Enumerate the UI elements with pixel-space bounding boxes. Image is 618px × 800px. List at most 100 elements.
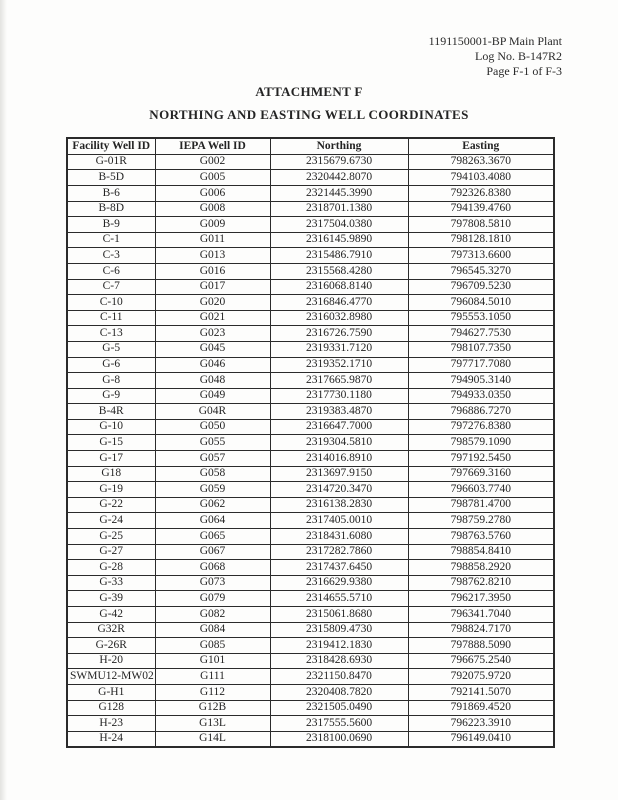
page-number-line: Page F-1 of F-3 xyxy=(486,64,562,78)
cell-northing: 2319383.4870 xyxy=(269,403,409,420)
cell-northing: 2316032.8980 xyxy=(269,309,409,327)
cell-facility-well-id: G-27 xyxy=(66,543,156,561)
table-row: G-15 G055 2319304.5810 798579.1090 xyxy=(66,434,555,452)
cell-northing: 2315568.4280 xyxy=(269,262,409,280)
cell-easting: 798759.2780 xyxy=(407,512,555,530)
table-row: G-24 G064 2317405.0010 798759.2780 xyxy=(66,512,555,530)
cell-facility-well-id: G-19 xyxy=(66,481,156,498)
cell-facility-well-id: C-1 xyxy=(66,231,156,249)
table-row: B-4R G04R 2319383.4870 796886.7270 xyxy=(66,403,555,420)
cell-iepa-well-id: G011 xyxy=(154,231,271,249)
cell-iepa-well-id: G045 xyxy=(154,340,271,358)
document-header: 1191150001-BP Main Plant Log No. B-147R2… xyxy=(429,34,562,79)
cell-northing: 2316145.9890 xyxy=(269,231,409,249)
document-id-line: 1191150001-BP Main Plant xyxy=(428,34,562,48)
cell-northing: 2316138.2830 xyxy=(269,496,409,514)
cell-iepa-well-id: G017 xyxy=(154,278,271,296)
cell-easting: 797192.5450 xyxy=(407,450,555,467)
table-row: C-10 G020 2316846.4770 796084.5010 xyxy=(66,294,555,311)
cell-facility-well-id: C-6 xyxy=(66,262,156,280)
cell-iepa-well-id: G12B xyxy=(154,699,271,717)
cell-iepa-well-id: G005 xyxy=(154,169,271,186)
cell-northing: 2318428.6930 xyxy=(269,652,409,670)
cell-facility-well-id: G-42 xyxy=(66,606,156,623)
cell-northing: 2316647.7000 xyxy=(269,418,409,436)
table-row: G-19 G059 2314720.3470 796603.7740 xyxy=(66,481,555,498)
attachment-title: ATTACHMENT F xyxy=(255,84,363,99)
cell-easting: 796603.7740 xyxy=(407,481,555,498)
cell-northing: 2317282.7860 xyxy=(269,543,409,561)
cell-iepa-well-id: G059 xyxy=(154,481,271,498)
cell-northing: 2314655.5710 xyxy=(269,590,409,608)
cell-facility-well-id: C-10 xyxy=(66,294,156,311)
table-row: G-28 G068 2317437.6450 798858.2920 xyxy=(66,559,555,576)
cell-northing: 2315486.7910 xyxy=(269,247,409,264)
cell-northing: 2318431.6080 xyxy=(269,528,409,545)
cell-iepa-well-id: G084 xyxy=(154,621,271,639)
cell-facility-well-id: G-H1 xyxy=(66,683,156,701)
table-row: C-3 G013 2315486.7910 797313.6600 xyxy=(66,247,555,264)
cell-easting: 794905.3140 xyxy=(407,372,555,389)
cell-easting: 796084.5010 xyxy=(407,294,555,311)
cell-easting: 794627.7530 xyxy=(407,325,555,342)
table-row: G-26R G085 2319412.1830 797888.5090 xyxy=(66,637,555,654)
cell-northing: 2316068.8140 xyxy=(269,278,409,296)
table-row: SWMU12-MW02 G111 2321150.8470 792075.9720 xyxy=(66,668,555,685)
cell-easting: 798854.8410 xyxy=(407,543,555,561)
cell-easting: 794933.0350 xyxy=(407,387,555,405)
cell-northing: 2319352.1710 xyxy=(269,356,409,374)
cell-iepa-well-id: G050 xyxy=(154,418,271,436)
cell-iepa-well-id: G049 xyxy=(154,387,271,405)
cell-facility-well-id: G-33 xyxy=(66,574,156,592)
col-header-easting: Easting xyxy=(407,137,555,155)
cell-facility-well-id: G-22 xyxy=(66,496,156,514)
cell-facility-well-id: H-20 xyxy=(66,652,156,670)
cell-easting: 792075.9720 xyxy=(407,668,555,685)
cell-iepa-well-id: G064 xyxy=(154,512,271,530)
table-row: H-23 G13L 2317555.5600 796223.3910 xyxy=(66,715,555,732)
cell-northing: 2320442.8070 xyxy=(269,169,409,186)
cell-easting: 794139.4760 xyxy=(407,200,555,218)
cell-iepa-well-id: G057 xyxy=(154,450,271,467)
cell-northing: 2320408.7820 xyxy=(269,683,409,701)
cell-easting: 796709.5230 xyxy=(407,278,555,296)
cell-northing: 2314720.3470 xyxy=(269,481,409,498)
cell-northing: 2317504.0380 xyxy=(269,216,409,233)
cell-iepa-well-id: G04R xyxy=(154,403,271,420)
table-row: G-33 G073 2316629.9380 798762.8210 xyxy=(66,574,555,592)
cell-easting: 792326.8380 xyxy=(407,184,555,202)
cell-northing: 2315061.8680 xyxy=(269,606,409,623)
cell-facility-well-id: G-5 xyxy=(66,340,156,358)
table-row: G-25 G065 2318431.6080 798763.5760 xyxy=(66,528,555,545)
cell-northing: 2317437.6450 xyxy=(269,559,409,576)
cell-iepa-well-id: G055 xyxy=(154,434,271,452)
cell-easting: 797888.5090 xyxy=(407,637,555,654)
cell-iepa-well-id: G009 xyxy=(154,216,271,233)
cell-facility-well-id: G-17 xyxy=(66,450,156,467)
cell-facility-well-id: H-23 xyxy=(66,715,156,732)
cell-iepa-well-id: G14L xyxy=(154,730,271,748)
cell-iepa-well-id: G065 xyxy=(154,528,271,545)
cell-facility-well-id: G-9 xyxy=(66,387,156,405)
table-row: G-H1 G112 2320408.7820 792141.5070 xyxy=(66,683,555,701)
cell-facility-well-id: H-24 xyxy=(66,730,156,748)
cell-facility-well-id: G32R xyxy=(66,621,156,639)
cell-easting: 797313.6600 xyxy=(407,247,555,264)
cell-easting: 794103.4080 xyxy=(407,169,555,186)
document-title: NORTHING AND EASTING WELL COORDINATES xyxy=(149,107,469,122)
cell-facility-well-id: B-4R xyxy=(66,403,156,420)
cell-iepa-well-id: G013 xyxy=(154,247,271,264)
cell-easting: 797808.5810 xyxy=(407,216,555,233)
cell-easting: 796149.0410 xyxy=(407,730,555,748)
cell-easting: 796886.7270 xyxy=(407,403,555,420)
table-row: G-17 G057 2314016.8910 797192.5450 xyxy=(66,450,555,467)
table-row: G-10 G050 2316647.7000 797276.8380 xyxy=(66,418,555,436)
cell-easting: 796217.3950 xyxy=(407,590,555,608)
table-row: G-39 G079 2314655.5710 796217.3950 xyxy=(66,590,555,608)
table-row: H-20 G101 2318428.6930 796675.2540 xyxy=(66,652,555,670)
cell-northing: 2317665.9870 xyxy=(269,372,409,389)
cell-facility-well-id: G-26R xyxy=(66,637,156,654)
table-row: G-6 G046 2319352.1710 797717.7080 xyxy=(66,356,555,374)
cell-northing: 2316846.4770 xyxy=(269,294,409,311)
